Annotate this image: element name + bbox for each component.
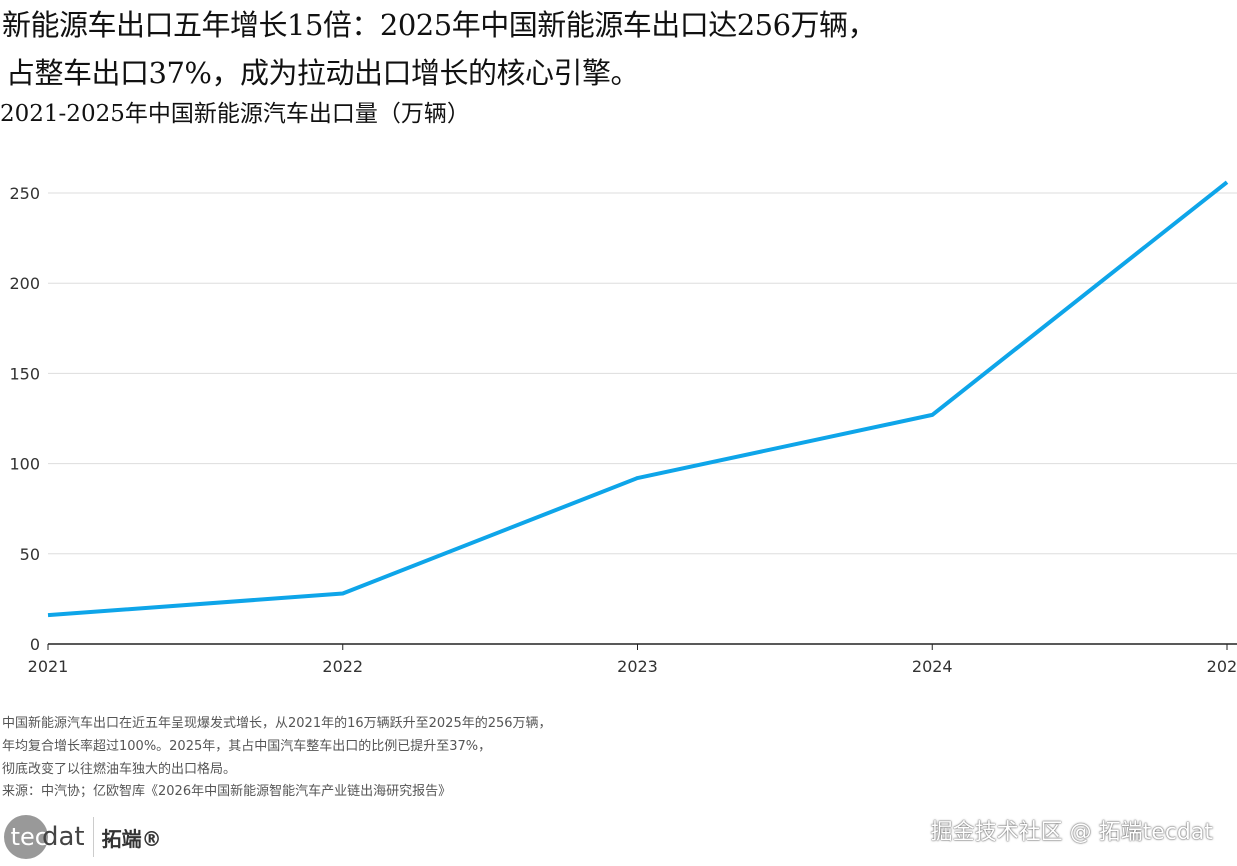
x-tick-label: 2021 xyxy=(28,657,69,676)
line-chart: 0 50 100 150 200 250 2021 2022 2023 2024 2025 xyxy=(9,180,1237,676)
y-tick-label: 200 xyxy=(9,274,40,293)
y-tick-label: 0 xyxy=(30,635,40,654)
source-note: 来源：中汽协；亿欧智库《2026年中国新能源智能汽车产业链出海研究报告》 xyxy=(2,784,452,799)
watermark: 掘金技术社区 @ 拓端tecdat xyxy=(930,820,1213,845)
x-tick-label: 2024 xyxy=(912,657,953,676)
note-line-3: 彻底改变了以往燃油车独大的出口格局。 xyxy=(2,762,237,777)
x-tick-label: 2022 xyxy=(322,657,363,676)
logo-divider xyxy=(92,817,94,857)
logo-circle: tec xyxy=(4,815,48,859)
tecdat-logo: tec dat 拓端® xyxy=(4,815,162,859)
note-line-2: 年均复合增长率超过100%。2025年，其占中国汽车整车出口的比例已提升至37%… xyxy=(2,739,492,754)
x-tick-label: 2023 xyxy=(617,657,658,676)
y-tick-label: 100 xyxy=(9,455,40,474)
chart-title: 2021-2025年中国新能源汽车出口量（万辆） xyxy=(0,101,470,127)
title-line-1: 新能源车出口五年增长15倍：2025年中国新能源车出口达256万辆， xyxy=(2,8,877,42)
logo-text: dat xyxy=(42,822,85,852)
logo-cn: 拓端® xyxy=(101,826,162,851)
series-line xyxy=(47,180,1229,618)
x-tick-label: 2025 xyxy=(1207,657,1237,676)
y-tick-label: 50 xyxy=(20,545,40,564)
y-tick-label: 150 xyxy=(9,364,40,383)
y-tick-label: 250 xyxy=(9,184,40,203)
note-line-1: 中国新能源汽车出口在近五年呈现爆发式增长，从2021年的16万辆跃升至2025年… xyxy=(2,716,552,731)
title-line-2: 占整车出口37%，成为拉动出口增长的核心引擎。 xyxy=(6,56,639,90)
